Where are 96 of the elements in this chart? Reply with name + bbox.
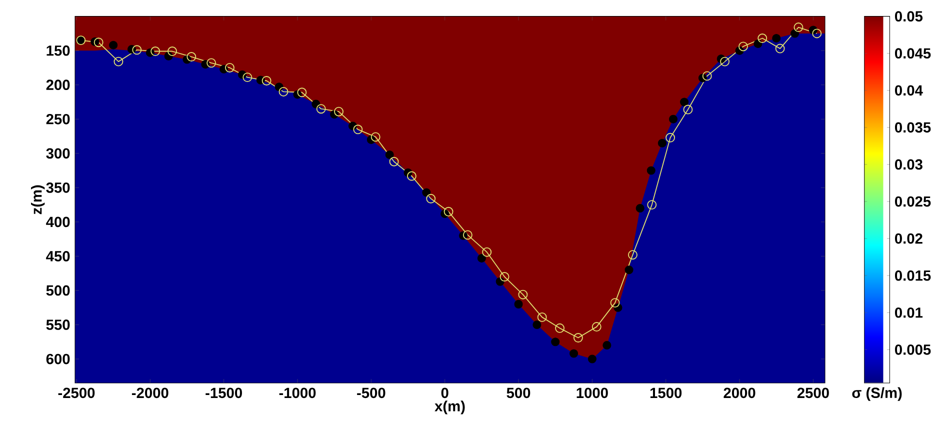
x-tick-label: 2500 xyxy=(797,388,829,398)
point xyxy=(114,56,124,66)
point xyxy=(754,39,762,48)
point xyxy=(312,100,320,108)
color-bar-label: 0.03 xyxy=(895,159,922,170)
color-bar-title: σ (S/m) xyxy=(852,387,902,401)
y-tick-label: 350 xyxy=(46,182,70,193)
color-bar-label: 0.02 xyxy=(895,233,922,244)
color-bar-label: 0.04 xyxy=(895,85,923,96)
point xyxy=(274,82,284,92)
x-tick-label: 1000 xyxy=(576,388,608,398)
point xyxy=(370,132,380,142)
point xyxy=(186,52,196,62)
point xyxy=(738,42,748,52)
y-tick-label: 550 xyxy=(46,320,70,330)
point xyxy=(683,104,693,114)
x-tick-label: 1500 xyxy=(650,388,682,398)
color-bar-label: 0.01 xyxy=(895,307,923,318)
point xyxy=(518,290,528,300)
point xyxy=(514,300,523,308)
y-tick-label: 150 xyxy=(46,45,70,56)
point xyxy=(242,72,252,82)
point xyxy=(278,86,288,96)
x-tick-label: -2000 xyxy=(132,388,168,398)
point xyxy=(477,254,486,263)
point xyxy=(658,138,666,148)
point xyxy=(262,76,272,86)
point xyxy=(610,298,620,308)
point xyxy=(316,104,326,114)
x-tick-label: 500 xyxy=(506,388,530,398)
point xyxy=(555,323,565,333)
y-tick-label: 250 xyxy=(46,114,70,124)
point xyxy=(628,250,638,260)
x-tick-label: 2000 xyxy=(724,388,756,398)
x-tick-label: -500 xyxy=(357,388,386,398)
point xyxy=(224,62,234,72)
x-tick-label: -1000 xyxy=(279,388,316,398)
x-tick-label: -2500 xyxy=(58,388,95,398)
color-bar-label: 0.015 xyxy=(895,270,931,281)
point xyxy=(592,322,602,332)
point xyxy=(532,320,542,330)
color-bar-label: 0.035 xyxy=(895,122,931,133)
point xyxy=(668,114,678,124)
point xyxy=(496,277,504,286)
point xyxy=(406,171,416,181)
point xyxy=(353,124,363,134)
color-bar-label: 0.005 xyxy=(895,344,931,355)
point xyxy=(570,349,578,358)
y-axis-title: z(m) xyxy=(31,185,45,214)
point xyxy=(389,156,399,166)
y-tick-label: 500 xyxy=(46,285,70,296)
point xyxy=(702,71,712,81)
point xyxy=(422,188,431,197)
point xyxy=(462,230,472,240)
x-axis-title: x(m) xyxy=(434,400,465,414)
y-tick-label: 450 xyxy=(46,251,70,262)
point xyxy=(647,200,657,210)
point xyxy=(588,354,596,364)
point xyxy=(573,333,583,342)
point xyxy=(794,22,804,32)
point xyxy=(297,88,307,98)
y-tick-label: 400 xyxy=(46,216,70,228)
color-bar-label: 0.025 xyxy=(895,196,931,207)
point xyxy=(551,338,560,346)
point xyxy=(636,204,644,212)
point xyxy=(94,38,104,48)
point xyxy=(444,206,454,216)
point xyxy=(720,56,730,66)
point xyxy=(537,312,547,322)
point xyxy=(150,46,160,56)
point xyxy=(624,266,634,274)
y-tick-label: 200 xyxy=(46,80,70,90)
point xyxy=(334,106,344,116)
point xyxy=(385,150,394,160)
point xyxy=(426,194,436,204)
x-tick-label: -1500 xyxy=(206,388,242,398)
point xyxy=(500,272,510,282)
point xyxy=(666,132,676,142)
point xyxy=(812,28,822,38)
point xyxy=(206,58,216,68)
point xyxy=(132,45,142,55)
x-tick-label: 0 xyxy=(441,388,448,398)
point xyxy=(790,29,800,38)
point xyxy=(482,247,492,257)
y-tick-label: 600 xyxy=(46,354,70,364)
color-bar-label: 0.05 xyxy=(895,11,923,22)
point xyxy=(772,34,781,43)
point xyxy=(680,98,689,106)
y-tick-label: 300 xyxy=(46,148,70,159)
point xyxy=(775,44,785,54)
color-bar-label: 0.045 xyxy=(895,48,931,59)
point xyxy=(602,341,612,350)
point xyxy=(109,40,118,50)
point xyxy=(646,166,656,175)
point xyxy=(758,34,768,43)
point xyxy=(168,46,177,56)
